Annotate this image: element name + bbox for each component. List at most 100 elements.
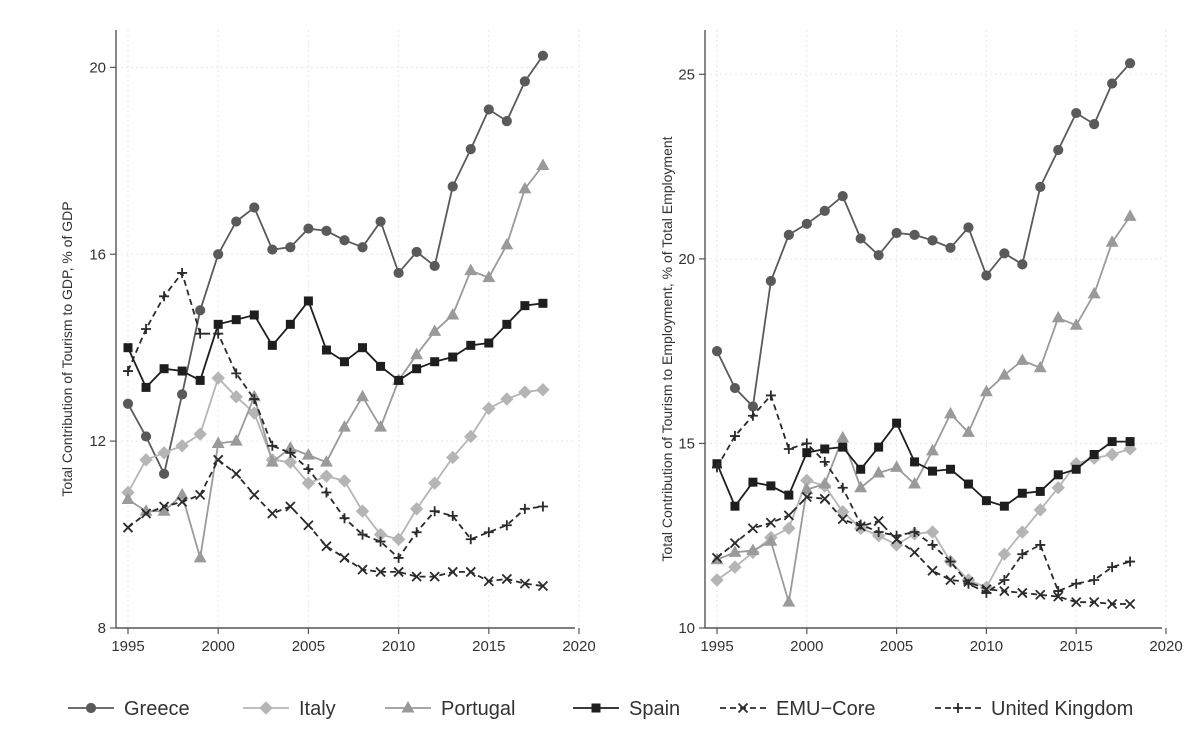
- data-point: [465, 534, 476, 545]
- data-point: [1017, 259, 1028, 270]
- data-point: [1053, 586, 1064, 597]
- data-point: [712, 462, 722, 473]
- data-point: [211, 436, 225, 448]
- data-point: [411, 527, 422, 538]
- legend-marker: [591, 703, 601, 713]
- data-point: [963, 578, 974, 589]
- data-point: [319, 469, 334, 483]
- legend-label: Greece: [124, 698, 190, 720]
- data-point: [873, 250, 884, 261]
- data-point: [177, 366, 187, 376]
- data-point: [1124, 58, 1136, 69]
- data-point: [482, 401, 496, 416]
- legend-item: Greece: [68, 698, 190, 720]
- data-point: [484, 338, 494, 348]
- data-point: [339, 235, 350, 246]
- data-point: [519, 578, 531, 589]
- data-point: [855, 233, 866, 244]
- x-tick-label: 2015: [472, 638, 505, 655]
- data-point: [374, 420, 388, 432]
- data-point: [301, 448, 315, 460]
- data-point: [428, 324, 442, 336]
- data-point: [141, 382, 151, 392]
- legend-marker: [953, 703, 963, 713]
- y-tick-label: 12: [89, 433, 106, 450]
- legend-label: Portugal: [441, 698, 516, 720]
- data-point: [500, 237, 514, 250]
- data-point: [908, 477, 922, 489]
- data-point: [427, 476, 442, 490]
- data-point: [321, 345, 331, 355]
- data-point: [819, 205, 830, 216]
- data-point: [945, 242, 956, 253]
- y-tick-label: 16: [89, 246, 106, 263]
- legend-marker: [85, 702, 97, 714]
- data-point: [321, 487, 332, 498]
- data-point: [357, 564, 368, 575]
- data-point: [446, 307, 460, 320]
- data-point: [728, 545, 742, 557]
- legend-label: Spain: [629, 698, 680, 720]
- data-point: [854, 480, 868, 493]
- data-point: [267, 440, 278, 451]
- data-point: [872, 465, 886, 478]
- x-tick-label: 2010: [970, 638, 1003, 655]
- data-point: [519, 76, 530, 87]
- data-point: [837, 482, 848, 493]
- data-point: [355, 504, 370, 518]
- data-point: [501, 573, 512, 585]
- data-point: [339, 357, 349, 367]
- legend-label: Italy: [299, 698, 336, 720]
- data-point: [447, 181, 458, 192]
- data-point: [1015, 353, 1029, 365]
- data-point: [1089, 119, 1100, 130]
- data-point: [889, 538, 904, 552]
- data-point: [158, 468, 170, 479]
- data-point: [1053, 591, 1064, 602]
- data-point: [1071, 464, 1081, 474]
- data-point: [175, 439, 189, 453]
- legend-item: Portugal: [385, 698, 516, 720]
- data-point: [1125, 437, 1135, 447]
- data-point: [837, 191, 848, 202]
- data-point: [537, 501, 548, 512]
- data-point: [1053, 470, 1063, 480]
- data-point: [483, 104, 494, 115]
- data-point: [1017, 488, 1027, 498]
- data-point: [447, 510, 458, 521]
- data-point: [285, 501, 296, 512]
- data-point: [537, 50, 549, 61]
- data-point: [729, 537, 741, 549]
- data-point: [891, 227, 902, 239]
- data-point: [818, 477, 832, 489]
- data-point: [730, 501, 740, 511]
- series-line: [716, 421, 1131, 508]
- data-point: [213, 328, 224, 339]
- data-point: [1033, 503, 1047, 517]
- series-line: [127, 376, 544, 541]
- data-point: [537, 580, 549, 592]
- data-point: [963, 479, 973, 489]
- data-point: [892, 418, 902, 428]
- data-point: [123, 366, 133, 377]
- data-point: [1051, 481, 1065, 495]
- data-point: [873, 527, 884, 538]
- data-point: [837, 513, 848, 525]
- legend-item: EMU−Core: [720, 698, 875, 720]
- data-point: [536, 158, 550, 170]
- data-point: [502, 319, 512, 329]
- data-point: [429, 260, 440, 272]
- series-italy: [121, 371, 550, 546]
- data-point: [783, 229, 794, 240]
- data-point: [321, 225, 332, 236]
- data-point: [748, 477, 758, 487]
- x-tick-label: 2010: [382, 638, 415, 655]
- data-point: [999, 575, 1010, 586]
- data-point: [819, 456, 830, 467]
- x-tick-label: 2000: [202, 638, 235, 655]
- series-united-kingdom: [712, 390, 1136, 598]
- series-line: [716, 496, 1131, 605]
- data-point: [856, 464, 866, 474]
- data-point: [464, 429, 478, 444]
- data-point: [1124, 598, 1136, 610]
